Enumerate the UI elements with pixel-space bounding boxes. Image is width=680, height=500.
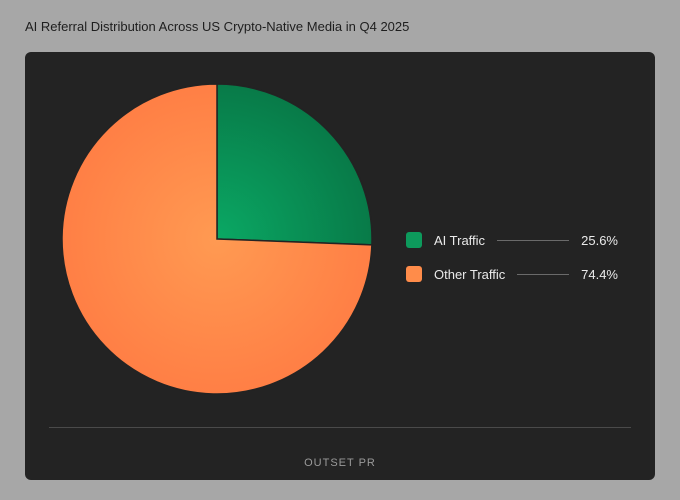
legend-value: 74.4% — [581, 266, 618, 282]
pie-chart — [61, 83, 373, 395]
legend-swatch — [406, 232, 422, 248]
divider — [49, 427, 631, 428]
legend-label: AI Traffic — [434, 232, 486, 248]
legend-leader-line — [497, 239, 570, 241]
legend-value: 25.6% — [581, 232, 618, 248]
legend-leader-line — [517, 273, 570, 275]
legend-item-ai-traffic: AI Traffic 25.6% — [406, 223, 618, 257]
legend-label: Other Traffic — [434, 266, 506, 282]
pie-slice-ai-traffic — [216, 83, 373, 246]
legend: AI Traffic 25.6% Other Traffic 74.4% — [406, 223, 618, 291]
legend-swatch — [406, 266, 422, 282]
pie-slice-other-traffic — [61, 83, 373, 395]
legend-item-other-traffic: Other Traffic 74.4% — [406, 257, 618, 291]
outset-pr-logo: OUTSET PR — [304, 457, 376, 469]
chart-title: AI Referral Distribution Across US Crypt… — [25, 19, 410, 34]
chart-card: AI Traffic 25.6% Other Traffic 74.4% OUT… — [25, 52, 655, 480]
